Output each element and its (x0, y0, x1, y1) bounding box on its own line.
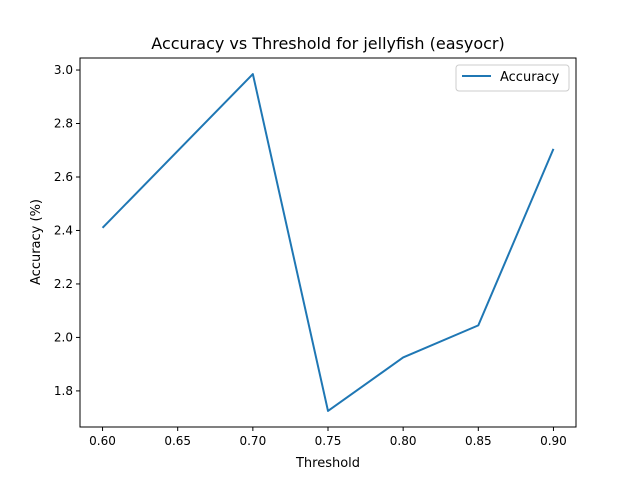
y-tick-label: 3.0 (54, 63, 73, 77)
series-lines (101, 73, 555, 412)
x-tick-label: 0.85 (465, 434, 492, 448)
chart-title: Accuracy vs Threshold for jellyfish (eas… (151, 34, 504, 53)
y-tick-label: 2.8 (54, 117, 73, 131)
y-tick-label: 2.6 (54, 170, 73, 184)
x-tick-label: 0.80 (390, 434, 417, 448)
plot-area (80, 58, 576, 427)
x-axis-ticks: 0.60 0.65 0.70 0.75 0.80 0.85 0.90 (89, 427, 567, 448)
series-line-accuracy (101, 73, 555, 412)
x-tick-label: 0.65 (164, 434, 191, 448)
y-axis-label: Accuracy (%) (29, 199, 44, 285)
legend-box (455, 64, 570, 92)
y-tick-label: 2.2 (54, 277, 73, 291)
x-tick-label: 0.70 (239, 434, 266, 448)
x-tick-label: 0.60 (89, 434, 116, 448)
axes-frame (79, 57, 577, 428)
x-axis-label: Threshold (295, 456, 360, 471)
y-tick-label: 1.8 (54, 384, 73, 398)
legend-label: Accuracy (500, 70, 560, 85)
legend: Accuracy (455, 64, 570, 92)
x-tick-label: 0.90 (540, 434, 567, 448)
x-tick-label: 0.75 (315, 434, 342, 448)
y-tick-label: 2.4 (54, 223, 73, 237)
y-tick-label: 2.0 (54, 330, 73, 344)
y-axis-ticks: 1.8 2.0 2.2 2.4 2.6 2.8 3.0 (54, 63, 80, 398)
